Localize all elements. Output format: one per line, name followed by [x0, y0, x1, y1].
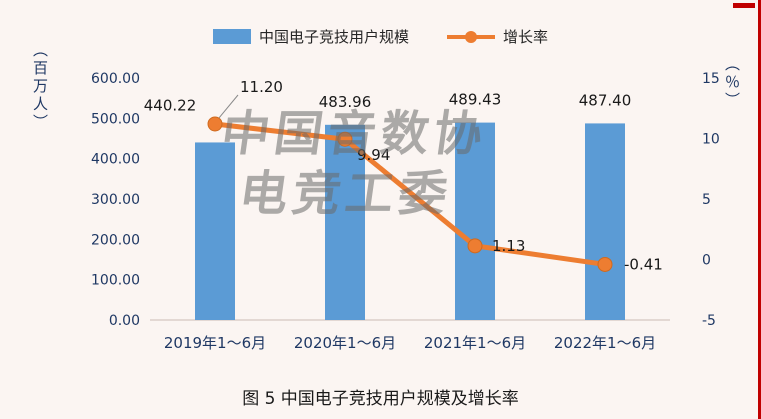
label-leader-line: [218, 94, 239, 119]
left-tick-label: 600.00: [91, 71, 140, 87]
chart-legend: 中国电子竞技用户规模 增长率: [0, 26, 761, 47]
left-tick-label: 400.00: [91, 152, 140, 168]
x-axis-label: 2021年1～6月: [424, 334, 526, 352]
page-edge-accent: [758, 0, 761, 419]
bar: [325, 124, 365, 321]
right-tick-label: 0: [702, 253, 711, 269]
line-marker-icon: [465, 30, 477, 43]
bar-series-swatch: [212, 29, 251, 44]
right-tick-label: 15: [702, 71, 720, 87]
bar-value-label: 487.40: [579, 91, 632, 109]
left-tick-label: 500.00: [91, 111, 140, 127]
figure-caption: 图 5 中国电子竞技用户规模及增长率: [242, 389, 519, 409]
x-axis-label: 2022年1～6月: [554, 334, 656, 352]
x-axis-label: 2020年1～6月: [294, 334, 396, 352]
legend-bar-label: 中国电子竞技用户规模: [258, 28, 409, 46]
legend-item-line: 增长率: [447, 26, 548, 47]
page-corner-accent: [733, 3, 755, 8]
left-axis-unit: （百万人）: [31, 42, 49, 132]
left-tick-label: 0.00: [109, 313, 140, 329]
left-tick-label: 300.00: [91, 192, 140, 208]
bar: [585, 123, 625, 320]
line-value-label: -0.41: [624, 255, 663, 273]
line-series-swatch: [447, 30, 495, 43]
legend-line-label: 增长率: [503, 28, 549, 46]
bar: [195, 142, 235, 320]
right-tick-label: 5: [702, 192, 711, 208]
legend-item-bar: 中国电子竞技用户规模: [212, 26, 409, 47]
line-point: [467, 238, 483, 254]
line-value-label: 9.94: [357, 146, 390, 164]
line-point: [597, 256, 613, 272]
growth-line: [214, 121, 606, 267]
bar-value-label: 489.43: [449, 91, 502, 109]
right-tick-label: -5: [702, 313, 716, 329]
line-point: [207, 116, 223, 132]
left-tick-label: 200.00: [91, 232, 140, 248]
left-tick-label: 100.00: [91, 273, 140, 289]
x-axis-label: 2019年1～6月: [164, 334, 266, 352]
line-point: [337, 131, 353, 147]
line-value-label: 11.20: [240, 78, 283, 96]
line-value-label: 1.13: [492, 237, 525, 255]
right-tick-label: 10: [702, 132, 720, 148]
combo-chart: 600.00 500.00 400.00 300.00 200.00 100.00 0.00…: [91, 71, 720, 352]
bar: [455, 122, 495, 321]
bar-value-label: 483.96: [319, 93, 372, 111]
bar-value-label: 440.22: [144, 96, 197, 114]
right-axis-unit: （％）: [723, 56, 741, 110]
